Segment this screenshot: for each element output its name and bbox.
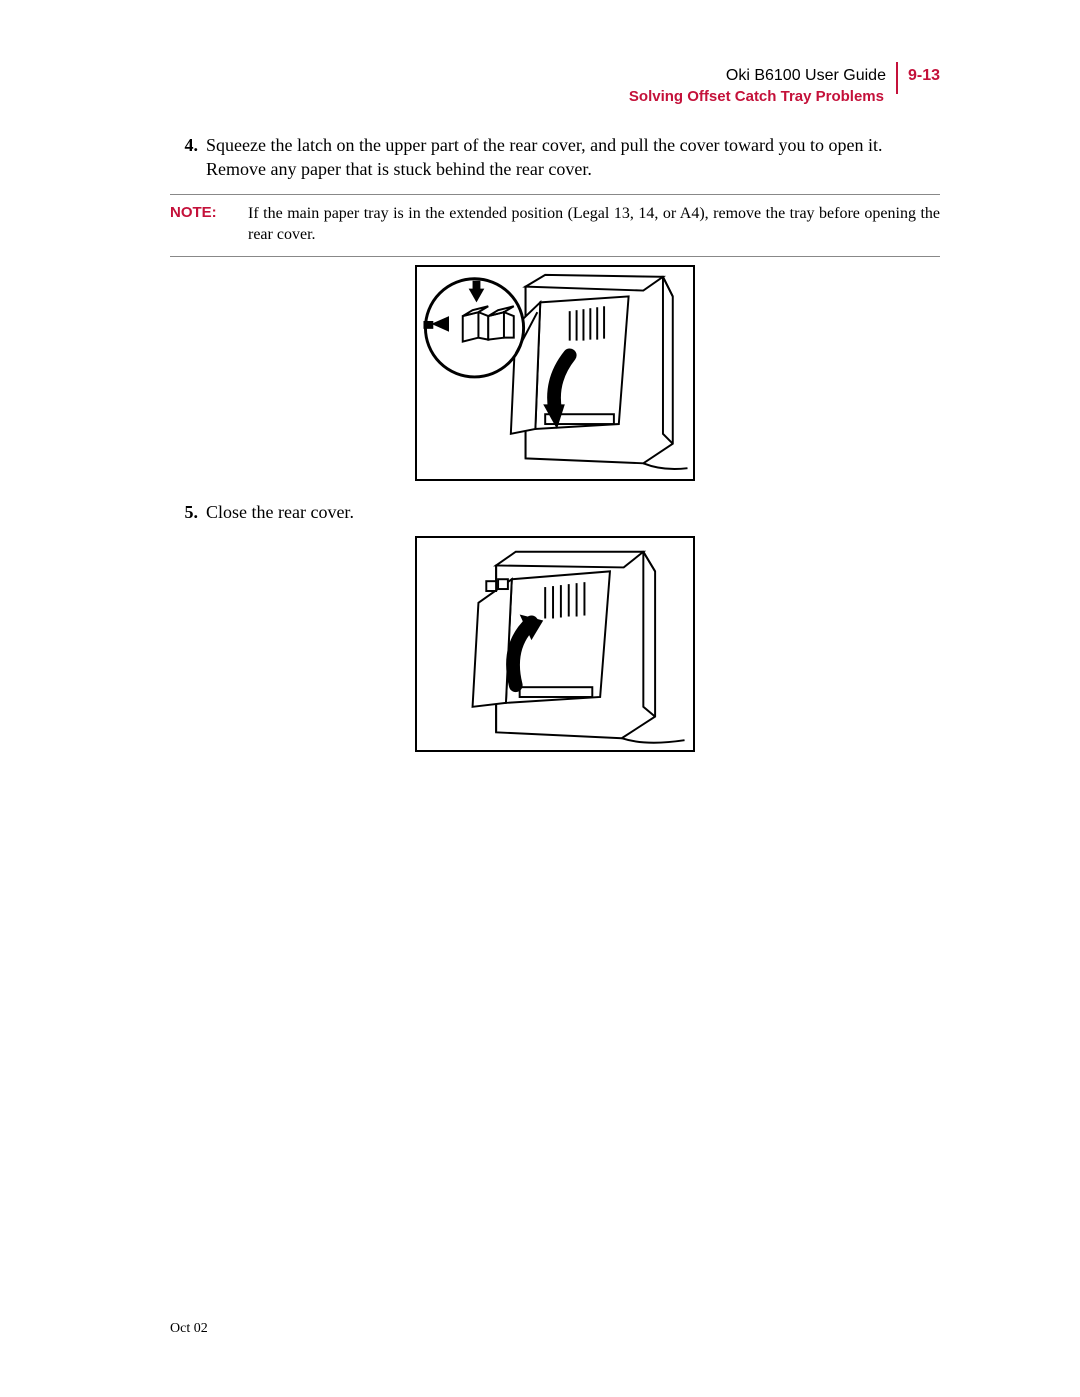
- note-text: If the main paper tray is in the extende…: [248, 203, 940, 246]
- figure-2-wrap: [170, 536, 940, 757]
- figure-close-cover: [415, 536, 695, 752]
- figure-open-cover: [415, 265, 695, 481]
- footer-date: Oct 02: [170, 1321, 208, 1337]
- header-divider: [896, 62, 898, 94]
- guide-title: Oki B6100 User Guide: [726, 67, 886, 85]
- step-5: 5. Close the rear cover.: [170, 500, 940, 524]
- step-text: Squeeze the latch on the upper part of t…: [206, 133, 940, 182]
- note-label: NOTE:: [170, 203, 248, 246]
- step-text: Close the rear cover.: [206, 500, 940, 524]
- rule-bottom: [170, 256, 940, 257]
- step-number: 5.: [170, 500, 206, 524]
- figure-1-wrap: [170, 265, 940, 486]
- note-block: NOTE: If the main paper tray is in the e…: [170, 203, 940, 246]
- page-header: Oki B6100 User Guide 9-13 Solving Offset…: [170, 60, 940, 105]
- step-4: 4. Squeeze the latch on the upper part o…: [170, 133, 940, 182]
- section-title: Solving Offset Catch Tray Problems: [170, 88, 940, 105]
- step-number: 4.: [170, 133, 206, 182]
- rule-top: [170, 194, 940, 195]
- page-number: 9-13: [908, 67, 940, 85]
